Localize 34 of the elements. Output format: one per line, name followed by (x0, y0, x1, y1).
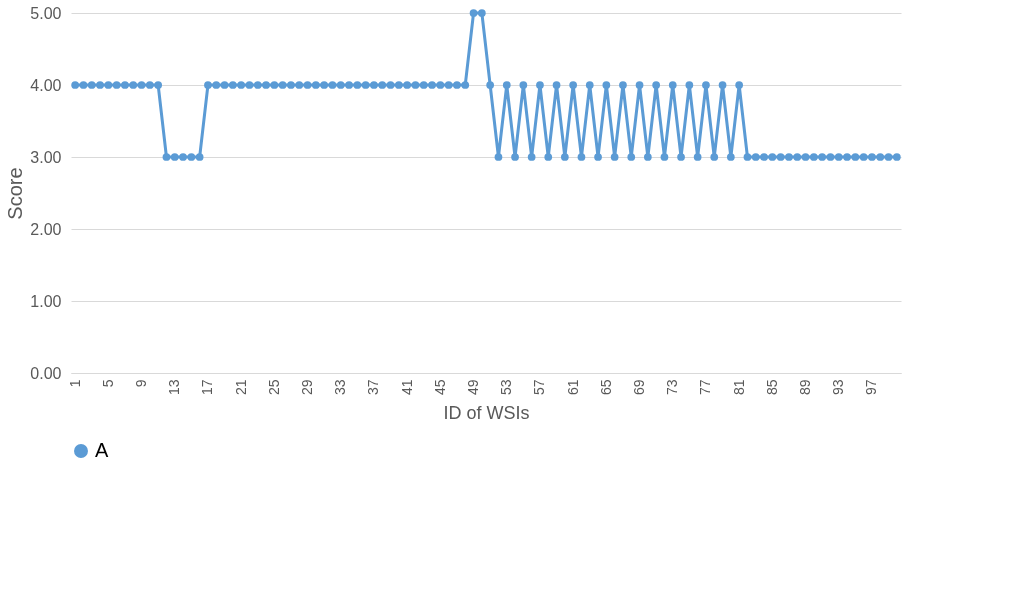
legend-label: A (95, 439, 109, 461)
x-tick-label: 65 (597, 379, 614, 396)
y-tick-label: 5.00 (30, 4, 62, 22)
x-tick-label: 77 (697, 379, 714, 396)
y-axis-title: Score (4, 167, 27, 220)
x-tick-label: 45 (431, 379, 448, 396)
x-tick-label: 25 (265, 379, 282, 396)
x-tick-label: 9 (133, 379, 150, 388)
x-tick-label: 29 (299, 379, 316, 396)
x-tick-label: 41 (398, 379, 415, 396)
x-tick-label: 17 (199, 379, 216, 396)
y-tick-label: 2.00 (30, 220, 62, 238)
x-tick-label: 97 (863, 379, 880, 396)
x-axis-title: ID of WSIs (443, 403, 530, 424)
x-tick-label: 61 (564, 379, 581, 396)
x-tick-label: 69 (631, 379, 648, 396)
x-tick-label: 85 (763, 379, 780, 396)
x-tick-label: 1 (66, 379, 83, 388)
y-tick-label: 4.00 (30, 76, 62, 94)
x-tick-label: 81 (730, 379, 747, 396)
x-tick-label: 13 (166, 379, 183, 396)
x-tick-label: 5 (99, 379, 116, 388)
x-tick-label: 57 (531, 379, 548, 396)
y-tick-label: 1.00 (30, 292, 62, 310)
x-tick-label: 49 (465, 379, 482, 396)
x-tick-label: 33 (332, 379, 349, 396)
x-tick-label: 93 (830, 379, 847, 396)
x-tick-label: 37 (365, 379, 382, 396)
x-tick-label: 73 (664, 379, 681, 396)
x-tick-label: 53 (498, 379, 515, 396)
x-tick-label: 89 (797, 379, 814, 396)
x-tick-label: 21 (232, 379, 249, 396)
y-tick-label: 3.00 (30, 148, 62, 166)
y-tick-label: 0.00 (30, 364, 62, 382)
